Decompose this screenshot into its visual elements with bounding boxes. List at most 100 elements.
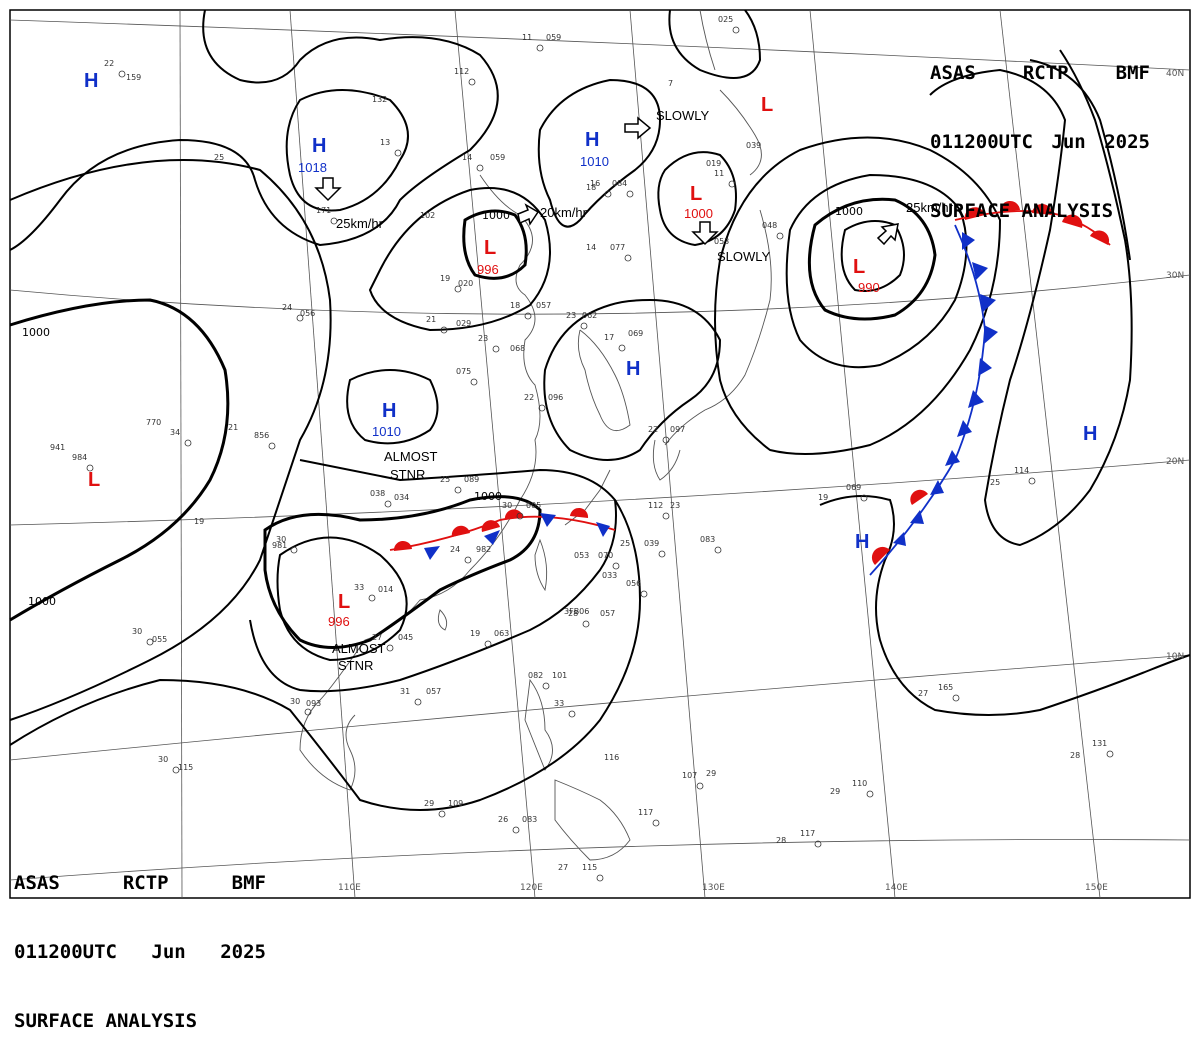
station-circle-icon [468, 78, 476, 86]
station-value: 063 [494, 629, 509, 638]
low-pressure-center: L [690, 183, 702, 205]
station-value: 112 [648, 501, 663, 510]
station-circle-icon [866, 790, 874, 798]
station-value: 24 [450, 545, 460, 554]
station-circle-icon [330, 217, 338, 225]
station-value: 33 [554, 699, 564, 708]
station-circle-icon [652, 819, 660, 827]
coast-philippines [554, 779, 631, 861]
station-value: 22 [524, 393, 534, 402]
low-pressure-center: L [88, 469, 100, 491]
station-circle-icon [304, 708, 312, 716]
station-value: 114 [1014, 466, 1029, 475]
header-time: 011200UTC [930, 131, 1033, 153]
station-circle-icon [146, 638, 154, 646]
cold-front-triangle [596, 522, 610, 537]
meridian-140e [809, 9, 896, 899]
isobar-mid [543, 298, 722, 461]
station-circle-icon [268, 442, 276, 450]
station-circle-icon [596, 874, 604, 882]
coast-ryukyu [564, 469, 611, 526]
cold-front-triangle [980, 294, 996, 312]
station-circle-icon [776, 232, 784, 240]
map-frame [9, 9, 1191, 899]
motion-speed-label: SLOWLY [717, 249, 771, 264]
coast-luzon [524, 678, 553, 771]
station-value: 033 [602, 571, 617, 580]
station-circle-icon [464, 556, 472, 564]
station-value: 29 [830, 787, 840, 796]
lat-label: 40N [1166, 69, 1184, 79]
station-value: 096 [548, 393, 563, 402]
station-circle-icon [662, 436, 670, 444]
station-value: 115 [178, 763, 193, 772]
station-circle-icon [604, 190, 612, 198]
header-code: BMF [231, 872, 266, 894]
high-pressure-center: H [382, 400, 396, 422]
station-value: 132 [372, 95, 387, 104]
station-circle-icon [384, 500, 392, 508]
station-value: 069 [846, 483, 861, 492]
station-circle-icon [860, 494, 868, 502]
station-circle-icon [640, 590, 648, 598]
station-value: 107 [682, 771, 697, 780]
station-value: 057 [426, 687, 441, 696]
note-label: ALMOST [332, 641, 386, 656]
station-value: 093 [306, 699, 321, 708]
coast-taiwan [534, 538, 548, 592]
high-pressure-center: H [84, 70, 98, 92]
lat-lon-grid [9, 9, 1191, 899]
header-station: RCTP [122, 872, 169, 894]
high-pressure-center: H [1083, 423, 1097, 445]
station-value: 034 [394, 493, 409, 502]
station-value: 23 [478, 334, 488, 343]
station-value: 020 [458, 279, 473, 288]
station-value: 056 [626, 579, 641, 588]
station-circle-icon [612, 562, 620, 570]
stationary-front-south [389, 515, 616, 551]
lat-label: 30N [1166, 271, 1184, 281]
isobar-990-2 [807, 197, 937, 321]
pressure-value: 996 [328, 614, 350, 629]
station-value: 21 [228, 423, 238, 432]
parallel-20n [9, 459, 1191, 526]
isobar-north-1 [9, 9, 499, 251]
pressure-systems: H 1018 H 1010 H 1010 L 996 L 1000 L 990 … [84, 70, 1097, 629]
chart-header-top: ASAS RCTP BMF 011200UTC Jun 2025 SURFACE… [930, 16, 1150, 246]
warm-front-semicircle [481, 520, 500, 532]
station-circle-icon [728, 180, 736, 188]
station-circle-icon [662, 512, 670, 520]
station-value: 24 [282, 303, 292, 312]
station-value: 005 [526, 501, 541, 510]
station-circle-icon [626, 190, 634, 198]
station-value: 059 [490, 153, 505, 162]
station-circle-icon [732, 26, 740, 34]
station-value: 28 [568, 609, 578, 618]
isobar-label: 1000 [835, 205, 863, 218]
station-circle-icon [484, 640, 492, 648]
chart-header-bottom: ASAS RCTP BMF 011200UTC Jun 2025 SURFACE… [14, 826, 266, 1056]
station-value: 025 [718, 15, 733, 24]
warm-front-semicircle [1090, 230, 1110, 245]
lat-label: 10N [1166, 652, 1184, 662]
station-value: 159 [126, 73, 141, 82]
station-value: 19 [440, 274, 450, 283]
station-value: 039 [746, 141, 761, 150]
station-value: 117 [800, 829, 815, 838]
isobar-south-outer [9, 499, 642, 811]
station-circle-icon [454, 486, 462, 494]
warm-front-semicircle [871, 546, 890, 565]
station-circle-icon [296, 314, 304, 322]
station-value: 3FB06 [564, 607, 589, 616]
station-value: 102 [420, 211, 435, 220]
station-value: 165 [938, 683, 953, 692]
warm-front-semicircle [570, 507, 589, 518]
low-pressure-center: L [338, 591, 350, 613]
station-value: 22 [104, 59, 114, 68]
station-circle-icon [1106, 750, 1114, 758]
station-value: 059 [546, 33, 561, 42]
station-value: 055 [152, 635, 167, 644]
isobar-low1000 [657, 151, 737, 247]
station-value: 14 [586, 243, 596, 252]
